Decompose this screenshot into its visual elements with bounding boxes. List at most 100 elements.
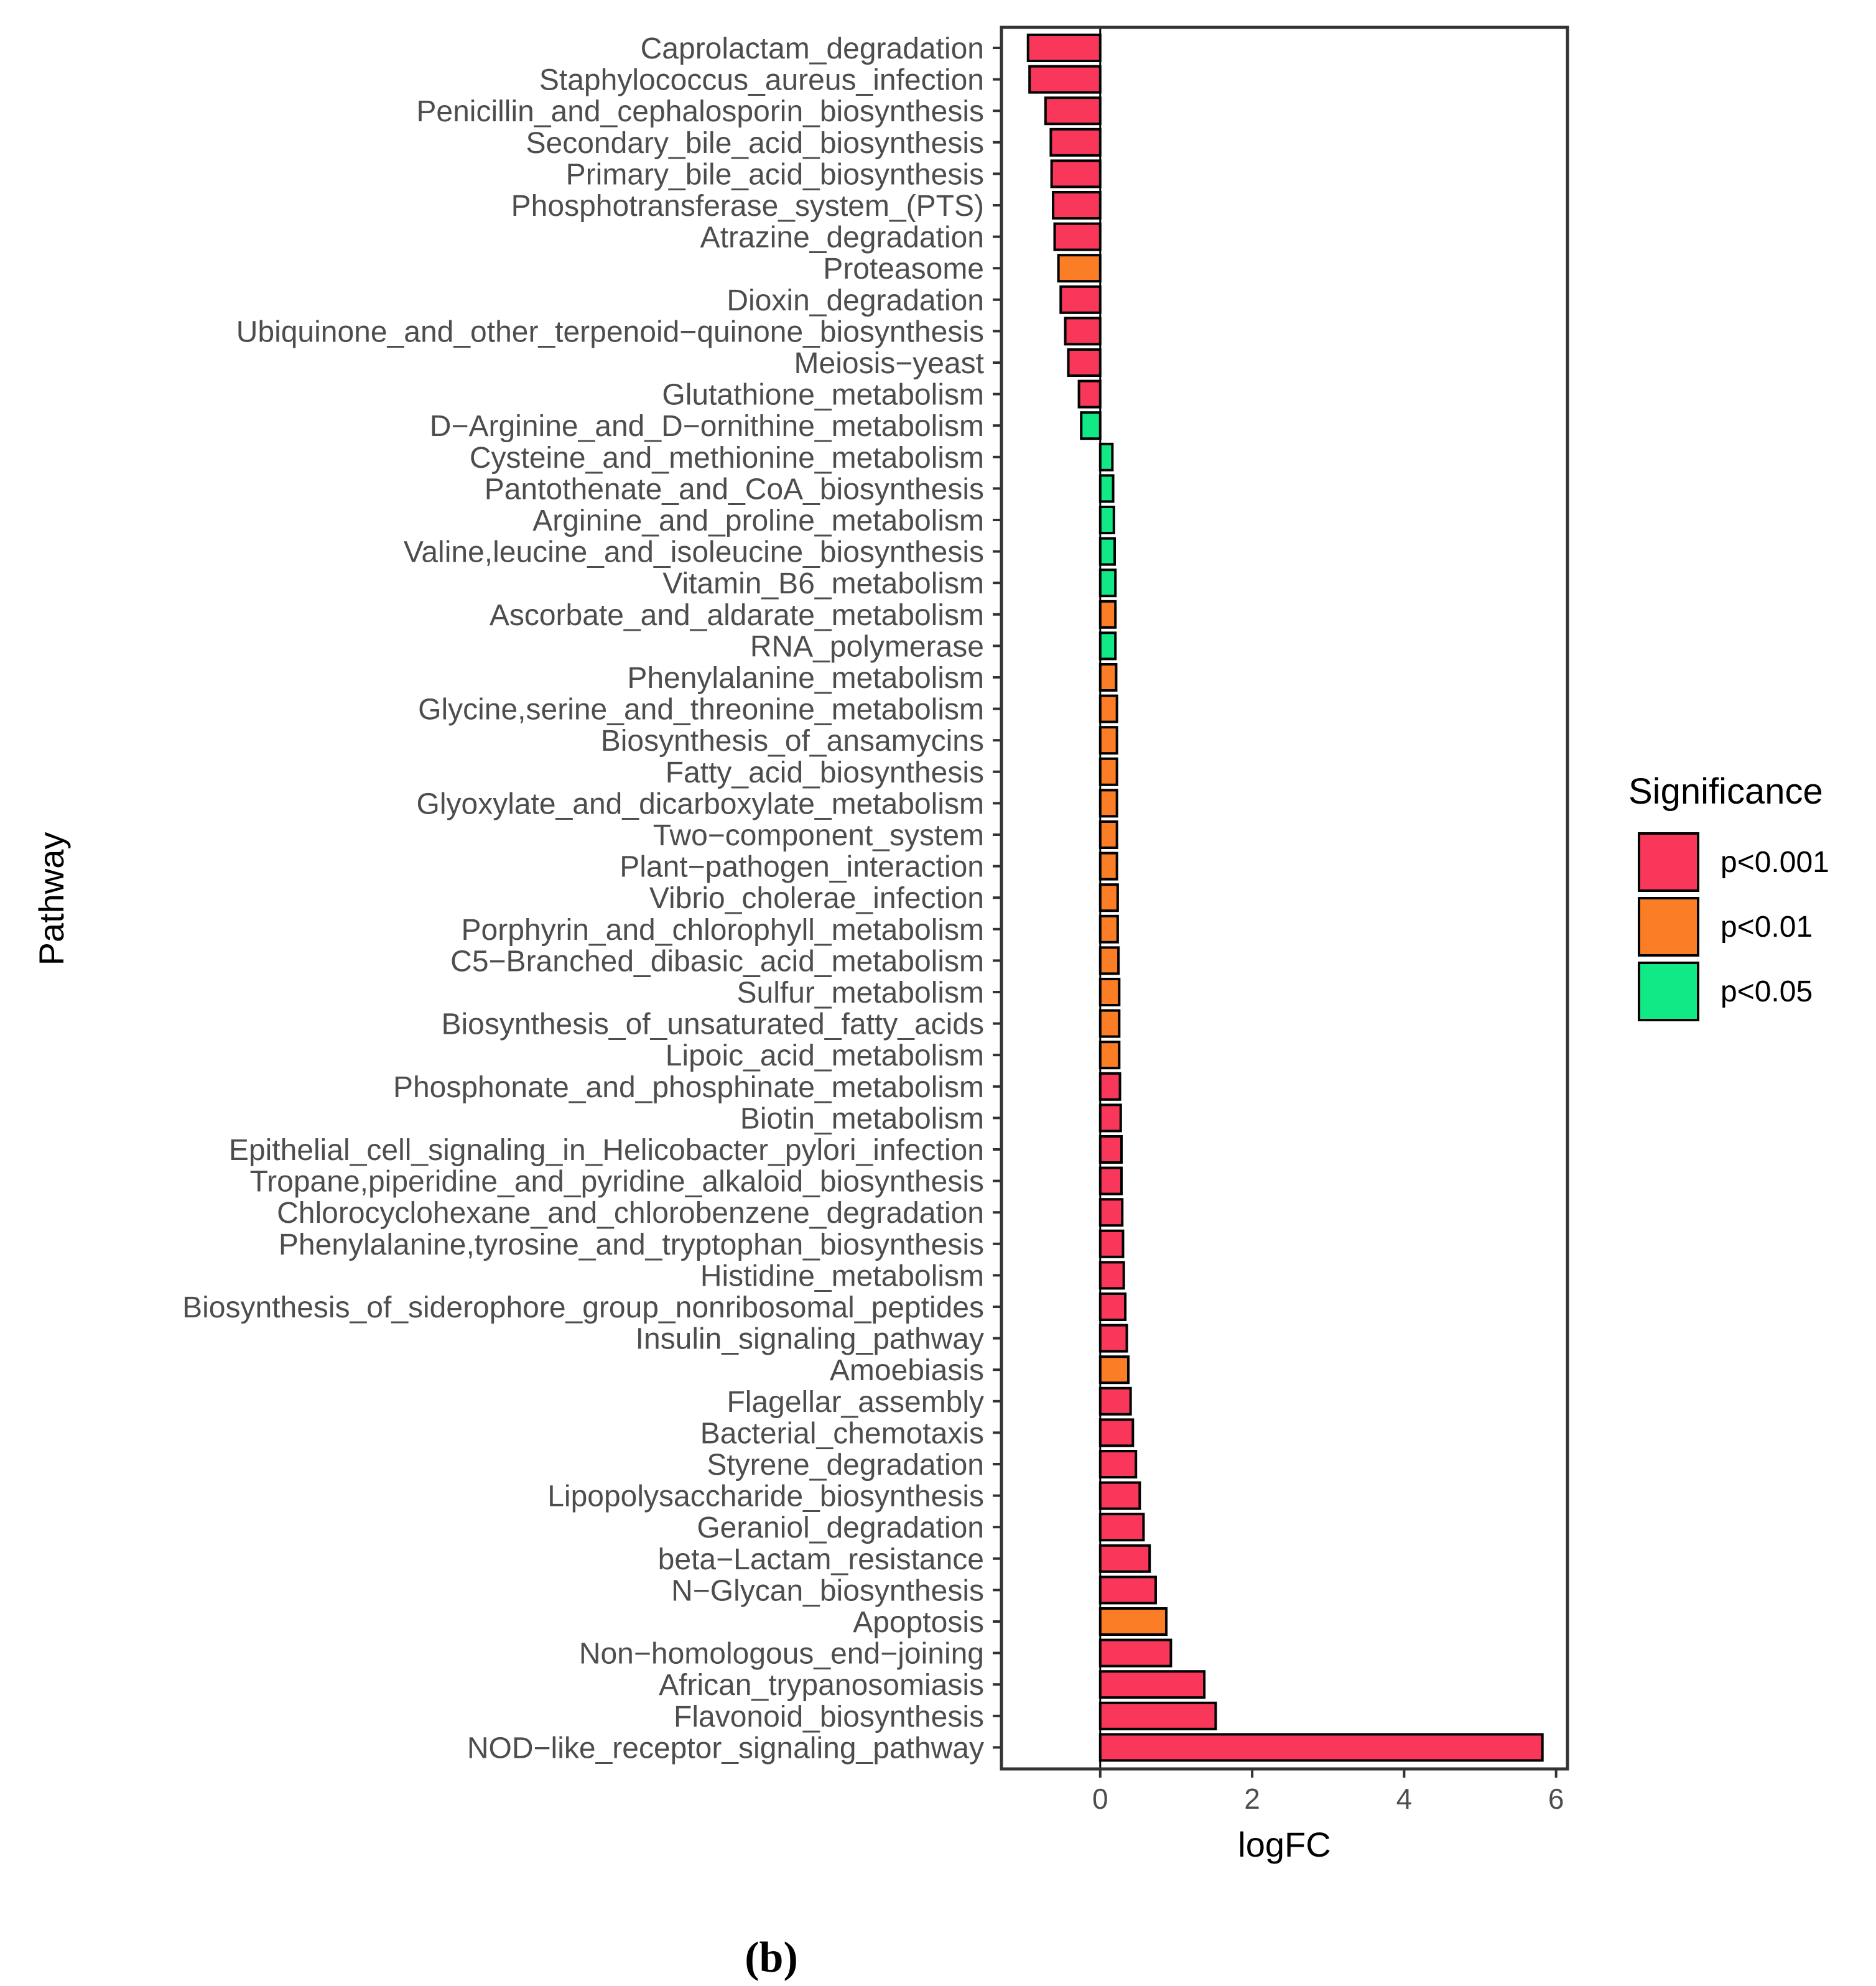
bar-0 [1026,34,1102,62]
bar-7 [1057,254,1102,283]
bar-46 [1098,1481,1141,1510]
legend-label: p<0.01 [1720,911,1813,944]
category-label: RNA_polymerase [750,630,984,663]
y-axis-title: Pathway [32,832,71,966]
category-label: Dioxin_degradation [727,284,984,317]
bar-23 [1098,757,1118,786]
category-labels: Caprolactam_degradationStaphylococcus_au… [182,32,984,1765]
category-label: Biosynthesis_of_ansamycins [601,725,984,758]
bar-2 [1044,96,1102,126]
x-tick-label: 0 [1092,1783,1108,1815]
bar-25 [1098,820,1118,849]
category-label: Phenylalanine_metabolism [627,662,984,695]
bar-44 [1098,1418,1135,1447]
bar-28 [1098,914,1119,944]
category-label: Cysteine_and_methionine_metabolism [470,442,984,475]
category-label: Sulfur_metabolism [737,977,985,1009]
bar-13 [1098,442,1114,471]
bar-11 [1077,379,1102,409]
bar-20 [1098,663,1118,692]
bar-21 [1098,694,1118,723]
category-label: Flavonoid_biosynthesis [674,1701,984,1733]
category-label: beta−Lactam_resistance [658,1543,984,1576]
category-label: Vibrio_cholerae_infection [649,882,984,915]
category-label: NOD−like_receptor_signaling_pathway [467,1732,984,1765]
legend-title: Significance [1628,771,1823,812]
category-label: Chlorocyclohexane_and_chlorobenzene_degr… [277,1197,984,1230]
category-label: Pantothenate_and_CoA_biosynthesis [485,473,984,506]
category-label: Biosynthesis_of_siderophore_group_nonrib… [182,1291,984,1324]
bar-9 [1064,317,1102,346]
bar-52 [1098,1670,1206,1699]
category-label: African_trypanosomiasis [659,1669,984,1702]
category-label: Phosphotransferase_system_(PTS) [511,190,984,223]
category-label: Ubiquinone_and_other_terpenoid−quinone_b… [236,315,984,348]
bar-6 [1053,222,1102,251]
bar-30 [1098,978,1121,1006]
bar-17 [1098,568,1117,598]
category-label: Fatty_acid_biosynthesis [666,756,984,789]
bar-37 [1098,1198,1124,1227]
category-label: Bacterial_chemotaxis [700,1417,984,1450]
legend-key [1638,962,1699,1021]
bar-12 [1080,411,1102,440]
x-axis-title: logFC [1238,1825,1330,1864]
bar-42 [1098,1355,1130,1385]
bar-8 [1059,285,1102,314]
bar-4 [1050,159,1102,188]
bar-47 [1098,1513,1145,1542]
category-label: Valine,leucine_and_isoleucine_biosynthes… [404,536,984,569]
category-label: Geraniol_degradation [697,1511,984,1544]
category-label: D−Arginine_and_D−ornithine_metabolism [430,410,984,443]
legend: Significance p<0.001 p<0.01 p<0.05 [1628,771,1829,1021]
category-label: Non−homologous_end−joining [579,1638,984,1671]
bar-15 [1098,506,1115,534]
bar-29 [1098,946,1120,975]
bar-22 [1098,726,1118,755]
category-label: N−Glycan_biosynthesis [671,1574,984,1607]
category-label: C5−Branched_dibasic_acid_metabolism [450,945,984,978]
category-label: Histidine_metabolism [700,1260,984,1292]
bar-33 [1098,1072,1121,1101]
bar-48 [1098,1544,1151,1573]
bar-53 [1098,1701,1217,1730]
bar-14 [1098,474,1115,503]
legend-label: p<0.05 [1720,975,1813,1008]
bar-24 [1098,789,1118,818]
category-label: Biosynthesis_of_unsaturated_fatty_acids [441,1008,984,1041]
figure-caption: (b) [745,1934,798,1982]
category-label: Ascorbate_and_aldarate_metabolism [490,599,984,632]
bar-36 [1098,1166,1123,1195]
bar-40 [1098,1292,1127,1321]
legend-key [1638,897,1699,957]
bar-39 [1098,1261,1125,1290]
legend-key [1638,832,1699,892]
bar-3 [1049,128,1102,157]
bar-43 [1098,1386,1132,1416]
category-label: Flagellar_assembly [727,1386,984,1419]
bar-38 [1098,1229,1125,1258]
x-tick-label: 4 [1396,1783,1413,1815]
category-label: Glutathione_metabolism [662,379,984,412]
bar-54 [1098,1733,1544,1762]
category-label: Phenylalanine,tyrosine_and_tryptophan_bi… [279,1228,984,1261]
bar-35 [1098,1135,1123,1164]
category-label: Secondary_bile_acid_biosynthesis [526,127,984,160]
bar-51 [1098,1638,1172,1668]
category-label: Penicillin_and_cephalosporin_biosynthesi… [416,95,984,128]
category-label: Lipopolysaccharide_biosynthesis [547,1480,984,1513]
category-label: Arginine_and_proline_metabolism [532,504,984,537]
category-label: Tropane,piperidine_and_pyridine_alkaloid… [250,1166,984,1199]
plot-panel-border [1000,26,1569,1771]
bar-31 [1098,1009,1121,1038]
category-label: Apoptosis [853,1606,984,1639]
category-label: Epithelial_cell_signaling_in_Helicobacte… [229,1134,984,1167]
bar-50 [1098,1607,1168,1636]
bar-5 [1052,191,1102,220]
legend-label: p<0.001 [1720,846,1829,879]
category-label: Biotin_metabolism [740,1102,984,1135]
bar-27 [1098,883,1119,912]
category-label: Lipoic_acid_metabolism [666,1039,984,1072]
category-label: Plant−pathogen_interaction [620,851,984,884]
x-ticks: 0 2 4 6 [1092,1769,1564,1815]
